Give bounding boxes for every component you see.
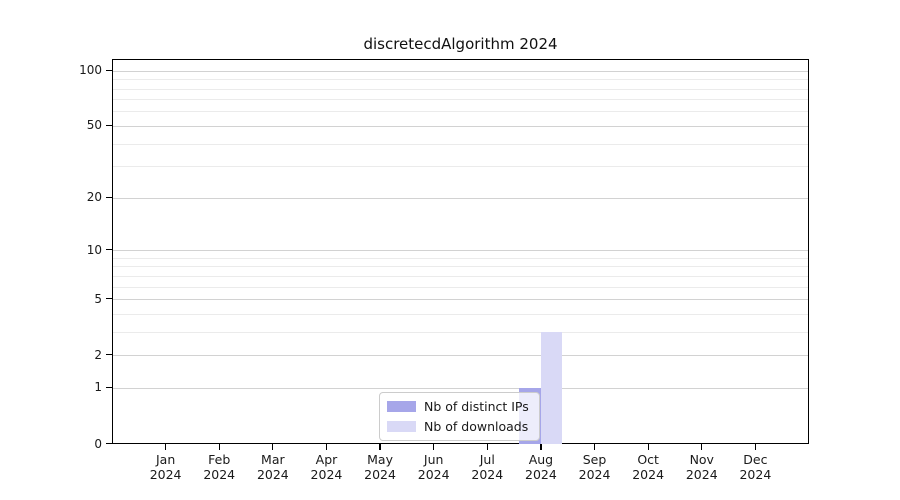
- x-tick-label: May 2024: [348, 452, 412, 483]
- legend-swatch: [387, 421, 416, 432]
- x-tick-month: Dec: [743, 451, 768, 467]
- x-tick-mark: [647, 443, 649, 450]
- x-tick-month: Apr: [315, 451, 338, 467]
- y-tick-mark: [106, 354, 112, 356]
- x-tick-label: Aug 2024: [509, 452, 573, 483]
- minor-gridline: [113, 166, 808, 168]
- x-tick-month: Feb: [208, 451, 231, 467]
- legend-item: Nb of distinct IPs: [387, 399, 529, 414]
- major-gridline: [113, 355, 808, 357]
- legend-item: Nb of downloads: [387, 419, 529, 434]
- major-gridline: [113, 299, 808, 301]
- y-tick-label: 10: [86, 242, 102, 257]
- legend-label: Nb of distinct IPs: [424, 399, 529, 414]
- plot-area: [112, 59, 809, 445]
- x-tick-label: Dec 2024: [723, 452, 787, 483]
- minor-gridline: [113, 331, 808, 333]
- x-tick-month: May: [367, 451, 393, 467]
- x-tick-year: 2024: [632, 467, 665, 482]
- minor-gridline: [113, 111, 808, 113]
- minor-gridline: [113, 275, 808, 277]
- x-tick-label: Oct 2024: [616, 452, 680, 483]
- x-tick-label: Mar 2024: [241, 452, 305, 483]
- y-tick-mark: [106, 196, 112, 198]
- x-tick-year: 2024: [149, 467, 182, 482]
- minor-gridline: [113, 266, 808, 268]
- y-tick-mark: [106, 442, 112, 445]
- major-gridline: [113, 125, 808, 127]
- y-tick-label: 0: [94, 436, 102, 451]
- minor-gridline: [113, 79, 808, 81]
- y-tick-label: 50: [86, 118, 102, 133]
- x-tick-mark: [593, 443, 596, 450]
- x-tick-month: Jul: [479, 451, 495, 467]
- x-tick-month: Oct: [637, 451, 659, 467]
- x-tick-mark: [165, 443, 167, 450]
- minor-gridline: [113, 88, 808, 90]
- x-tick-label: Nov 2024: [670, 452, 734, 483]
- x-tick-month: Jan: [155, 451, 176, 467]
- x-tick-year: 2024: [417, 467, 450, 482]
- bar-downloads: [540, 332, 563, 445]
- legend-swatch: [387, 401, 416, 412]
- minor-gridline: [113, 313, 808, 315]
- x-tick-mark: [433, 443, 435, 450]
- major-gridline: [113, 387, 808, 389]
- x-tick-mark: [218, 443, 220, 450]
- y-tick-mark: [106, 248, 112, 251]
- x-tick-year: 2024: [525, 467, 557, 482]
- major-gridline: [113, 197, 808, 199]
- y-tick-mark: [106, 386, 112, 389]
- minor-gridline: [113, 99, 808, 101]
- y-tick-mark: [106, 124, 112, 127]
- x-tick-year: 2024: [364, 467, 396, 482]
- major-gridline: [113, 250, 808, 252]
- chart-title: discretecdAlgorithm 2024: [363, 35, 558, 53]
- x-tick-month: Mar: [261, 451, 285, 467]
- major-gridline: [113, 70, 808, 72]
- x-tick-label: Feb 2024: [187, 452, 251, 483]
- y-tick-label: 1: [94, 380, 102, 395]
- x-tick-label: Sep 2024: [563, 452, 627, 483]
- minor-gridline: [113, 143, 808, 145]
- x-tick-year: 2024: [203, 467, 236, 482]
- x-tick-month: Sep: [582, 451, 607, 467]
- y-tick-mark: [106, 297, 112, 300]
- x-tick-year: 2024: [471, 467, 504, 482]
- y-tick-label: 100: [79, 63, 102, 78]
- x-tick-mark: [701, 443, 703, 450]
- x-tick-mark: [540, 443, 542, 450]
- x-tick-label: Apr 2024: [294, 452, 358, 483]
- x-tick-month: Jun: [423, 451, 444, 467]
- x-tick-mark: [754, 443, 756, 450]
- x-tick-year: 2024: [739, 467, 772, 482]
- y-tick-mark: [106, 69, 112, 71]
- x-tick-month: Nov: [689, 451, 714, 467]
- x-tick-year: 2024: [310, 467, 343, 482]
- x-tick-label: Jan 2024: [134, 452, 198, 483]
- x-tick-mark: [486, 443, 488, 450]
- y-tick-label: 20: [86, 190, 102, 205]
- x-tick-label: Jun 2024: [402, 452, 466, 483]
- x-tick-mark: [325, 443, 328, 450]
- minor-gridline: [113, 257, 808, 259]
- y-tick-label: 5: [94, 291, 102, 306]
- x-tick-year: 2024: [256, 467, 289, 482]
- minor-gridline: [113, 286, 808, 288]
- x-tick-label: Jul 2024: [455, 452, 519, 483]
- x-tick-year: 2024: [685, 467, 718, 482]
- x-tick-year: 2024: [578, 467, 611, 482]
- legend: Nb of distinct IPs Nb of downloads: [379, 392, 540, 441]
- x-tick-mark: [272, 443, 274, 450]
- x-tick-mark: [379, 443, 381, 450]
- x-tick-month: Aug: [528, 451, 554, 467]
- y-tick-label: 2: [94, 347, 102, 362]
- legend-label: Nb of downloads: [424, 419, 529, 434]
